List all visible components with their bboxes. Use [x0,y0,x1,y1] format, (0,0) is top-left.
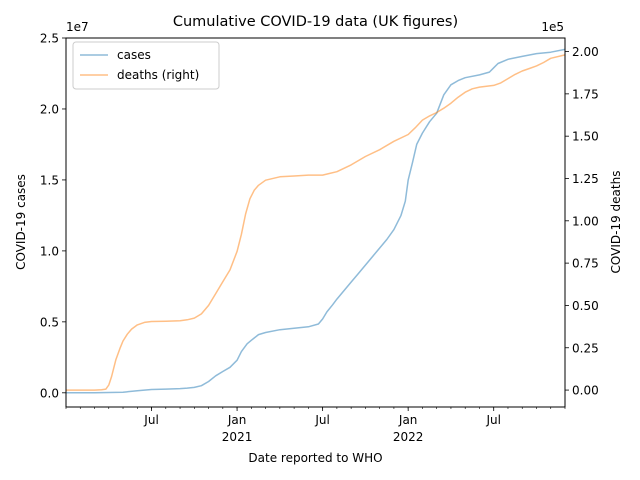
legend-box [72,41,220,90]
right-y-tick-label: 1.00 [572,214,599,228]
left-y-tick-label: 0.0 [40,386,59,400]
right-y-tick-label: 2.00 [572,45,599,59]
left-y-axis-label: COVID-19 cases [14,174,28,270]
left-axis-offset-label: 1e7 [66,20,89,34]
x-tick-year-label: 2022 [393,430,424,444]
right-y-axis-label: COVID-19 deaths [609,171,623,274]
right-y-tick-label: 1.25 [572,172,599,186]
legend: cases deaths (right) [72,41,220,90]
right-y-tick-label: 0.00 [572,384,599,398]
right-y-tick-label: 1.50 [572,130,599,144]
x-tick-year-label: 2021 [222,430,253,444]
x-tick-label: Jul [485,413,500,427]
right-axis-offset-label: 1e5 [541,20,564,34]
x-tick-label: Jan [398,413,418,427]
right-y-tick-label: 1.75 [572,87,599,101]
series-line-cases [65,48,566,394]
x-tick-label: Jan [227,413,247,427]
series-layer [65,48,566,394]
x-tick-label: Jul [314,413,329,427]
legend-label-cases: cases [117,48,151,62]
legend-label-deaths: deaths (right) [117,68,199,82]
right-y-tick-label: 0.25 [572,341,599,355]
left-y-tick-label: 1.5 [40,173,59,187]
axis-layer: Jul Jan 2021 Jul Jan 2022 Jul 0.0 0.5 1.0 1.5 2.0 2.… [40,32,599,445]
left-y-tick-label: 2.0 [40,102,59,116]
left-y-tick-label: 2.5 [40,32,59,46]
x-tick-label: Jul [143,413,158,427]
left-y-tick-label: 1.0 [40,244,59,258]
series-line-deaths [66,54,566,391]
right-y-tick-label: 0.75 [572,257,599,271]
plot-frame [65,37,566,408]
x-axis-label: Date reported to WHO [248,451,382,465]
left-y-tick-label: 0.5 [40,315,59,329]
right-y-tick-label: 0.50 [572,299,599,313]
chart-title: Cumulative COVID-19 data (UK figures) [173,14,458,30]
